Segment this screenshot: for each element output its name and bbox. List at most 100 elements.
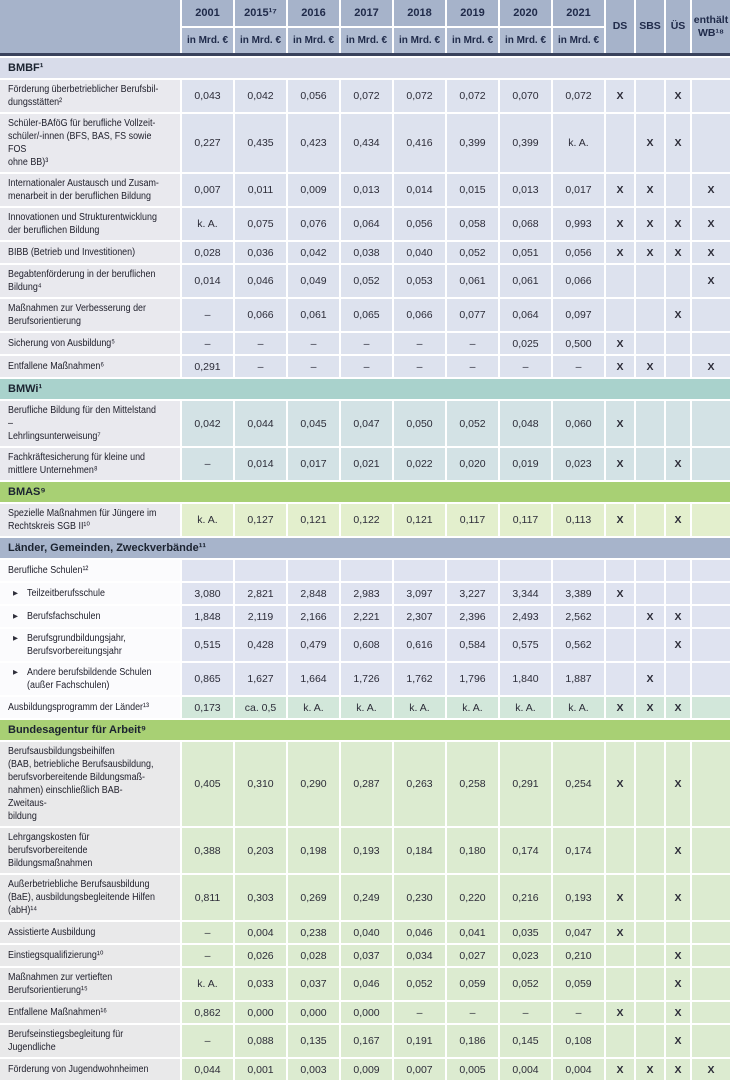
value-cell: k. A. [553, 114, 604, 172]
flag-cell [636, 945, 664, 966]
value-cell: 0,017 [553, 174, 604, 206]
value-cell: 0,230 [394, 875, 445, 920]
flag-cell: X [666, 968, 690, 1000]
row-label: Außerbetriebliche Berufsausbildung (BaE)… [8, 879, 155, 916]
flag-cell [692, 1025, 730, 1057]
value-cell: 0,064 [500, 299, 551, 331]
row-label: Entfallene Maßnahmen⁶ [8, 361, 105, 372]
value-cell: 0,023 [500, 945, 551, 966]
value-cell: 0,000 [235, 1002, 286, 1023]
value-cell: 0,173 [182, 697, 233, 718]
value-cell: – [182, 333, 233, 354]
value-cell: 0,616 [394, 629, 445, 661]
row-label: Ausbildungsprogramm der Länder¹³ [8, 702, 149, 713]
value-cell: 0,052 [341, 265, 392, 297]
value-cell: 2,562 [553, 606, 604, 627]
value-cell: 0,014 [182, 265, 233, 297]
value-cell: 0,269 [288, 875, 339, 920]
table-row: Ausbildungsprogramm der Länder¹³ 0,173 ca.… [0, 697, 730, 718]
row-label-cell: BIBB (Betrieb und Investitionen) [0, 242, 180, 263]
value-cell: 0,088 [235, 1025, 286, 1057]
table-row: Schüler-BAföG für berufliche Vollzeit- s… [0, 114, 730, 172]
value-cell: 0,025 [500, 333, 551, 354]
value-cell: 0,479 [288, 629, 339, 661]
value-cell: 0,122 [341, 504, 392, 536]
value-cell [553, 560, 604, 581]
flag-cell [636, 504, 664, 536]
value-cell: – [341, 356, 392, 377]
flag-cell: X [606, 208, 634, 240]
flag-header-cell: SBS [636, 0, 664, 53]
value-cell: 0,027 [447, 945, 498, 966]
value-cell: 0,022 [394, 448, 445, 480]
value-cell: 0,056 [553, 242, 604, 263]
row-label-cell: Spezielle Maßnahmen für Jüngere im Recht… [0, 504, 180, 536]
value-cell: 0,434 [341, 114, 392, 172]
flag-cell [606, 629, 634, 661]
value-cell: 0,021 [341, 448, 392, 480]
value-cell: k. A. [341, 697, 392, 718]
table-row: Maßnahmen zur Verbesserung der Berufsori… [0, 299, 730, 331]
value-cell: – [394, 356, 445, 377]
unit-header-cell: in Mrd. € [182, 28, 233, 53]
value-cell: 0,059 [447, 968, 498, 1000]
value-cell: k. A. [182, 504, 233, 536]
row-label-cell: Berufseinstiegsbegleitung für Jugendlich… [0, 1025, 180, 1057]
flag-cell: X [666, 945, 690, 966]
flag-cell [692, 80, 730, 112]
section-title: BMAS⁹ [8, 486, 46, 498]
row-label: Berufsausbildungsbeihilfen (BAB, betrieb… [8, 746, 154, 822]
triangle-bullet-icon: ▶ [13, 635, 18, 642]
row-label-cell: Einstiegsqualifizierung¹⁰ [0, 945, 180, 966]
flag-cell: X [606, 697, 634, 718]
value-cell: 2,119 [235, 606, 286, 627]
value-cell: 1,726 [341, 663, 392, 695]
value-cell: 0,034 [394, 945, 445, 966]
value-cell: 0,048 [500, 401, 551, 446]
value-cell: 0,047 [341, 401, 392, 446]
value-cell: – [182, 299, 233, 331]
value-cell: 0,045 [288, 401, 339, 446]
table-row: Begabtenförderung in der beruflichen Bil… [0, 265, 730, 297]
value-cell: 1,664 [288, 663, 339, 695]
value-cell: 0,249 [341, 875, 392, 920]
flag-cell [692, 875, 730, 920]
value-cell: 0,399 [447, 114, 498, 172]
table-row: ▶ Andere berufsbildende Schulen (außer Fa… [0, 663, 730, 695]
flag-cell: X [606, 80, 634, 112]
value-cell: 1,840 [500, 663, 551, 695]
flag-cell [636, 875, 664, 920]
row-label-cell: Internationaler Austausch und Zusam- men… [0, 174, 180, 206]
table-row: BIBB (Betrieb und Investitionen) 0,028 0,0… [0, 242, 730, 263]
value-cell: 0,044 [182, 1059, 233, 1080]
flag-cell [636, 80, 664, 112]
year-header-cell: 2019 [447, 0, 498, 26]
value-cell: 0,003 [288, 1059, 339, 1080]
value-cell: 0,004 [553, 1059, 604, 1080]
value-cell: 2,307 [394, 606, 445, 627]
table-body: BMBF¹ Förderung überbetrieblicher Berufsb… [0, 56, 730, 1080]
flag-cell [666, 560, 690, 581]
value-cell: 0,072 [553, 80, 604, 112]
value-cell: 0,037 [341, 945, 392, 966]
value-cell: – [182, 1025, 233, 1057]
table-row: Einstiegsqualifizierung¹⁰ –0,026 0,028 0,03… [0, 945, 730, 966]
value-cell: 3,227 [447, 583, 498, 604]
value-cell: 0,263 [394, 742, 445, 826]
value-cell: – [500, 356, 551, 377]
row-label: Internationaler Austausch und Zusam- men… [8, 178, 159, 202]
value-cell: 0,028 [288, 945, 339, 966]
value-cell: 0,608 [341, 629, 392, 661]
value-cell: 0,399 [500, 114, 551, 172]
table-row: Maßnahmen zur vertieften Berufsorientier… [0, 968, 730, 1000]
flag-cell [606, 265, 634, 297]
flag-cell: X [692, 1059, 730, 1080]
value-cell: 0,068 [500, 208, 551, 240]
flag-cell [692, 401, 730, 446]
row-label: Spezielle Maßnahmen für Jüngere im Recht… [8, 508, 157, 532]
flag-cell [692, 968, 730, 1000]
flag-cell [666, 174, 690, 206]
flag-cell: X [666, 629, 690, 661]
flag-cell: X [666, 208, 690, 240]
row-label: Innovationen und Strukturentwicklung der… [8, 212, 157, 236]
